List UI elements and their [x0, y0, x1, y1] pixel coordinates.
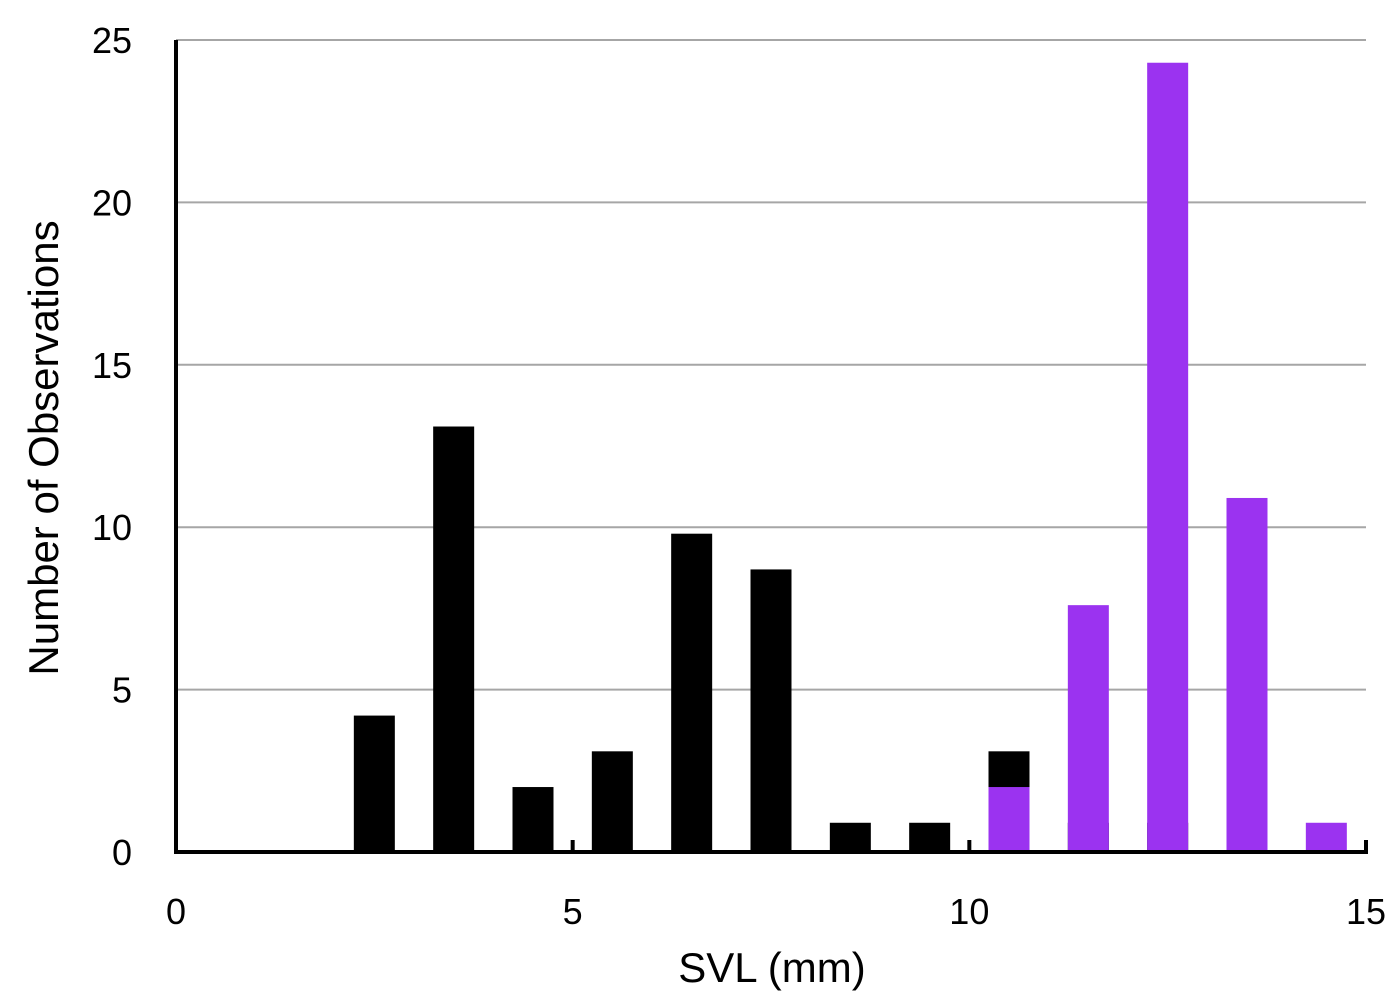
- y-tick-label-10: 10: [92, 507, 132, 548]
- x-tick-label-5: 5: [563, 891, 583, 932]
- y-tick-label-15: 15: [92, 345, 132, 386]
- bar-series1-9.5: [909, 822, 951, 852]
- y-axis-title: Number of Observations: [20, 220, 67, 675]
- y-tick-label-0: 0: [112, 832, 132, 873]
- bar-series1-4.5: [512, 787, 554, 852]
- bar-series1-8.5: [829, 822, 871, 852]
- bar-series2-12.5: [1147, 62, 1189, 852]
- bars: [353, 62, 1347, 852]
- y-tick-label-5: 5: [112, 670, 132, 711]
- bar-series2-10.5: [988, 787, 1030, 852]
- axes: [174, 40, 1368, 854]
- bar-series1-5.5: [591, 751, 633, 852]
- x-tick-label-15: 15: [1346, 891, 1386, 932]
- x-tick-label-0: 0: [166, 891, 186, 932]
- y-tick-label-20: 20: [92, 182, 132, 223]
- bar-series2-11.5: [1067, 605, 1109, 852]
- y-tick-label-25: 25: [92, 20, 132, 61]
- bar-series2-14.5: [1305, 822, 1347, 852]
- x-tick-label-10: 10: [949, 891, 989, 932]
- bar-series1-2.5: [353, 715, 395, 852]
- bar-series1-6.5: [671, 533, 713, 852]
- bar-series1-7.5: [750, 569, 792, 852]
- tick-labels: 0 5 10 15 20 25 0 5 10 15: [92, 20, 1386, 932]
- x-axis-title: SVL (mm): [678, 944, 865, 991]
- bar-series2-13.5: [1226, 497, 1268, 852]
- bar-series1-3.5: [433, 426, 475, 852]
